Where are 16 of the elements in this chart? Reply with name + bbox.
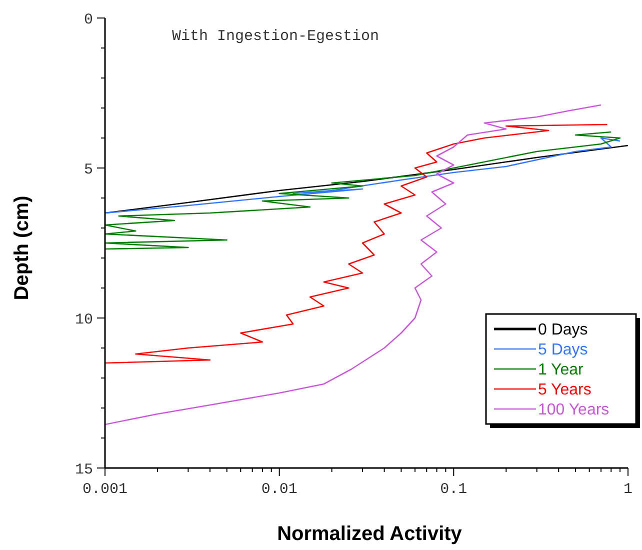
legend-label: 0 Days (538, 322, 588, 339)
y-axis-title: Depth (cm) (11, 196, 33, 300)
y-tick-label: 10 (74, 311, 93, 328)
y-tick-label: 0 (84, 11, 93, 28)
legend-label: 5 Days (538, 342, 588, 359)
x-tick-label: 0.01 (261, 481, 298, 498)
text: With Ingestion-Egestion (172, 28, 380, 45)
legend-label: 100 Years (538, 402, 610, 419)
x-tick-label: 0.1 (440, 481, 468, 498)
y-tick-label: 15 (74, 461, 93, 478)
y-tick-label: 5 (84, 161, 93, 178)
x-axis-title: Normalized Activity (277, 523, 463, 545)
x-tick-label: 1 (623, 481, 633, 498)
x-tick-label: 0.001 (82, 481, 128, 498)
legend-label: 5 Years (538, 382, 592, 399)
legend-label: 1 Year (538, 362, 584, 379)
